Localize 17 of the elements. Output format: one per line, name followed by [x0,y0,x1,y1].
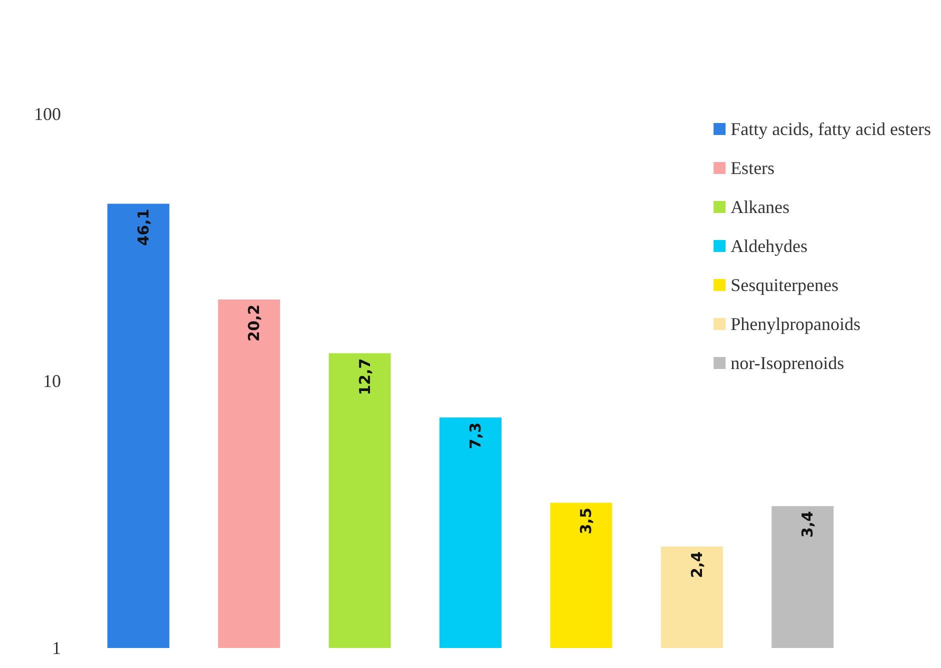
data-label: 7,3 [466,422,484,450]
legend-label: nor-Isoprenoids [730,353,844,373]
y-tick-label: 10 [43,371,61,391]
legend-label: Phenylpropanoids [730,314,861,334]
legend-label: Fatty acids, fatty acid esters [730,119,932,139]
legend-label: Esters [730,158,775,178]
data-label: 2,4 [688,551,706,578]
data-label: 12,7 [356,358,374,396]
legend-label: Aldehydes [730,236,808,256]
y-tick-label: 100 [34,104,61,124]
data-label: 3,4 [798,511,817,538]
y-tick-label: 1 [52,638,61,658]
data-label: 3,5 [577,508,596,534]
legend-label: Alkanes [730,197,790,217]
legend-label: Sesquiterpenes [730,275,839,295]
data-label: 20,2 [245,304,264,342]
data-label: 46,1 [134,208,152,246]
